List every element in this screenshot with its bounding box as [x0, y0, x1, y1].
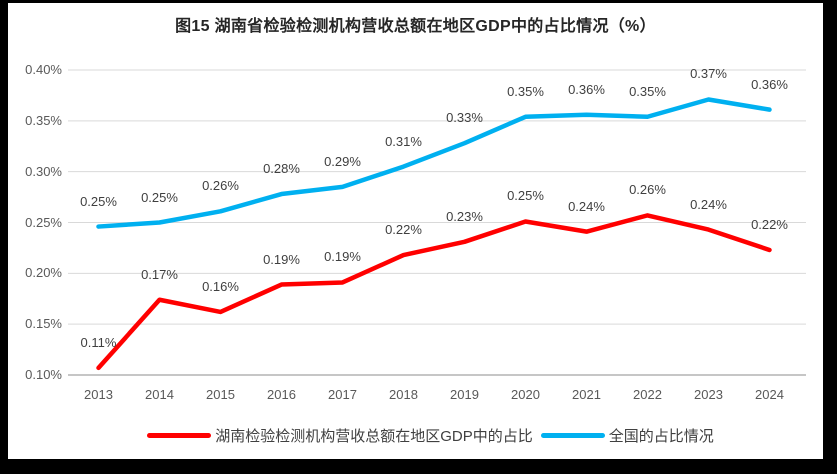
legend: 湖南检验检测机构营收总额在地区GDP中的占比 全国的占比情况: [12, 425, 837, 446]
chart-canvas: [8, 3, 823, 459]
series-line-national: [96, 97, 772, 229]
chart-title: 图15 湖南省检验检测机构营收总额在地区GDP中的占比情况（%）: [175, 18, 656, 35]
legend-label-hunan: 湖南检验检测机构营收总额在地区GDP中的占比: [215, 428, 533, 445]
legend-label-national: 全国的占比情况: [608, 428, 714, 445]
series-line-hunan: [96, 213, 772, 371]
legend-line-swatch-hunan: [147, 433, 212, 438]
legend-line-swatch-national: [540, 433, 605, 438]
